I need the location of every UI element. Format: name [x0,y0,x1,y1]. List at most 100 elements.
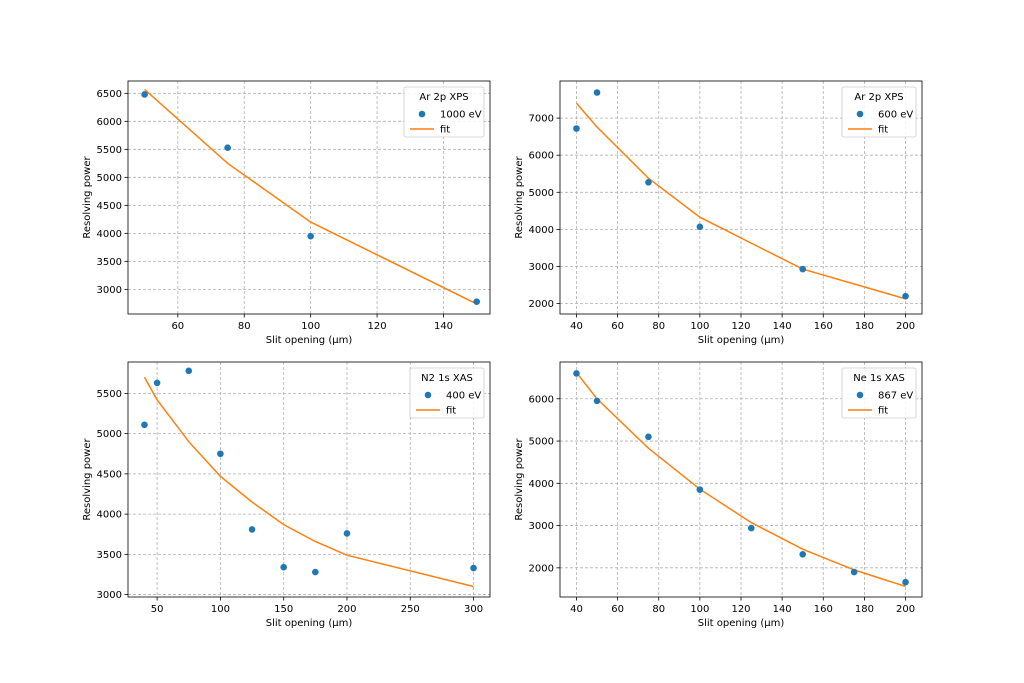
legend-label-fit: fit [878,406,888,417]
x-tick-label: 140 [434,321,453,332]
axes-frame [127,361,491,598]
y-tick-label: 5500 [97,389,122,400]
x-tick-label: 80 [652,321,665,332]
x-tick-label: 50 [151,604,164,615]
x-tick-label: 180 [855,321,874,332]
legend-label-points: 400 eV [446,391,481,402]
y-tick-label: 6000 [529,151,554,162]
x-axis-label: Slit opening (µm) [698,335,785,346]
y-tick-label: 3000 [529,521,554,532]
data-point [141,421,148,429]
legend-label-fit: fit [440,125,450,136]
x-tick-label: 80 [238,321,251,332]
y-tick-label: 6500 [97,89,122,100]
y-tick-label: 3500 [97,550,122,561]
x-tick-label: 120 [731,321,750,332]
legend-marker-points [424,391,432,399]
data-point [902,578,909,586]
y-tick-label: 6000 [97,117,122,128]
fit-line [144,88,478,305]
data-point [902,292,909,300]
x-tick-label: 180 [855,604,874,615]
data-point [473,298,481,305]
legend-title: N2 1s XAS [421,373,473,384]
legend-label-fit: fit [878,125,888,136]
legend-label-points: 867 eV [878,391,913,402]
y-tick-label: 3000 [529,262,554,273]
data-point [470,564,477,572]
y-tick-label: 5500 [97,145,122,156]
axes-frame [559,80,923,315]
data-point [343,530,351,537]
y-tick-label: 4000 [97,229,122,240]
data-point [645,178,652,186]
data-point [799,265,807,273]
legend-title: Ne 1s XAS [853,373,905,384]
fit-line [143,376,474,588]
x-tick-label: 140 [773,321,792,332]
data-point [850,568,858,576]
plot-3: 50 100 150 200 250 300 3000 3500 4000 4500 5000 550… [82,361,491,629]
legend-label-points: 600 eV [878,110,913,121]
x-tick-label: 250 [401,604,420,615]
legend-marker-points [856,110,864,118]
x-tick-label: 120 [731,604,750,615]
legend-box [841,86,917,138]
x-tick-label: 80 [652,604,665,615]
x-axis-label: Slit opening (µm) [698,618,785,629]
y-tick-label: 5000 [529,437,554,448]
legend: Ar 2p XPS 1000 eV fit [403,86,485,138]
data-point [312,568,319,576]
x-axis-label: Slit opening (µm) [266,618,353,629]
axes-frame [559,361,923,598]
y-tick-label: 4000 [529,479,554,490]
data-point [747,524,755,532]
y-tick-label: 5000 [97,429,122,440]
legend-box [409,367,485,419]
x-tick-label: 100 [301,321,320,332]
data-point [217,450,224,458]
y-axis-label: Resolving power [82,438,93,521]
y-tick-label: 2000 [529,563,554,574]
data-point [280,563,287,571]
y-tick-label: 3000 [97,590,122,601]
x-tick-label: 200 [896,604,915,615]
y-axis-label: Resolving power [514,156,525,239]
legend-box [841,367,917,419]
axes-frame [127,80,491,315]
data-point [696,486,704,493]
data-point [645,433,652,441]
legend: Ar 2p XPS 600 eV fit [841,86,917,138]
legend-title: Ar 2p XPS [854,92,903,103]
x-tick-label: 120 [368,321,387,332]
x-tick-label: 160 [814,321,833,332]
x-tick-label: 60 [611,604,624,615]
data-point [799,551,807,558]
x-tick-label: 60 [611,321,624,332]
data-point [696,223,704,231]
data-point [248,526,256,533]
data-point [224,144,231,151]
legend-title: Ar 2p XPS [419,92,468,103]
x-tick-label: 100 [211,604,230,615]
data-point [573,370,580,377]
plot-4: 40 60 80 100 120 140 160 180 200 2000 3000 4000 5000… [514,361,923,629]
x-tick-label: 100 [690,604,709,615]
y-tick-label: 3500 [97,257,122,268]
y-axis-label: Resolving power [514,438,525,521]
y-tick-label: 7000 [529,114,554,125]
legend: Ne 1s XAS 867 eV fit [841,367,917,419]
data-point [307,232,314,240]
x-tick-label: 160 [814,604,833,615]
x-tick-label: 150 [274,604,293,615]
data-point [593,89,601,96]
x-tick-label: 40 [570,604,583,615]
fit-line [575,102,906,300]
y-tick-label: 4000 [529,225,554,236]
y-axis-label: Resolving power [82,156,93,239]
y-tick-label: 4500 [97,201,122,212]
plot-2: 40 60 80 100 120 140 160 180 200 2000 3000 4000 5000… [514,80,923,346]
y-tick-label: 4500 [97,469,122,480]
fit-line [575,372,906,588]
